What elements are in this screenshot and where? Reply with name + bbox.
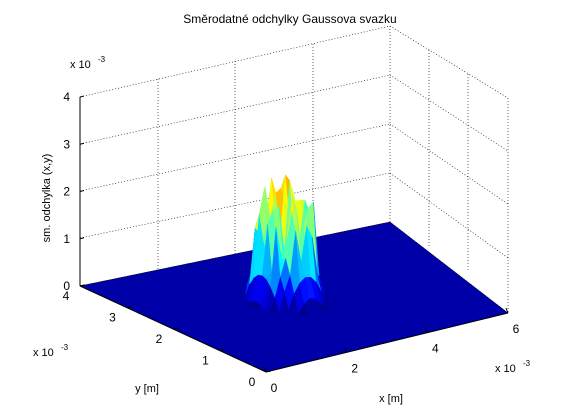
x-tick-label: 0 bbox=[271, 381, 278, 395]
x-ticks: 0 2 4 6 bbox=[263, 307, 520, 395]
y-tick-mark bbox=[126, 306, 132, 308]
x-tick-label: 2 bbox=[351, 361, 358, 375]
z-tick-label: 0 bbox=[63, 279, 70, 293]
surface-patch bbox=[321, 292, 333, 307]
y-tick-label: 2 bbox=[156, 332, 163, 346]
x-tick-label: 6 bbox=[513, 322, 520, 336]
x-tick-mark bbox=[344, 347, 348, 353]
y-multiplier-exponent: -3 bbox=[61, 343, 69, 352]
z-multiplier: x 10 bbox=[70, 59, 91, 71]
y-tick-label: 3 bbox=[109, 311, 116, 325]
chart-title: Směrodatné odchylky Gaussova svazku bbox=[183, 12, 396, 26]
x-tick-mark bbox=[263, 366, 267, 373]
z-tick-mark bbox=[79, 95, 85, 98]
y-ticks: 0 1 2 3 4 bbox=[63, 284, 272, 389]
z-axis-label: sm. odchylka (x,y) bbox=[41, 154, 53, 243]
z-tick-label: 2 bbox=[63, 185, 70, 199]
y-tick-mark bbox=[265, 370, 272, 373]
z-tick-mark bbox=[79, 142, 85, 145]
z-multiplier-exponent: -3 bbox=[98, 55, 106, 64]
surface-patch bbox=[323, 290, 334, 304]
y-tick-label: 4 bbox=[63, 289, 70, 303]
z-tick-mark bbox=[79, 190, 85, 192]
x-axis-label: x [m] bbox=[379, 393, 403, 405]
z-tick-mark bbox=[79, 237, 85, 240]
x-tick-mark bbox=[505, 307, 509, 314]
x-multiplier: x 10 bbox=[495, 363, 516, 375]
y-tick-mark bbox=[172, 327, 179, 330]
y-tick-label: 0 bbox=[249, 375, 256, 389]
y-tick-label: 1 bbox=[202, 354, 209, 368]
y-multiplier: x 10 bbox=[33, 347, 54, 359]
x-multiplier-exponent: -3 bbox=[523, 359, 531, 368]
y-axis-label: y [m] bbox=[135, 383, 159, 395]
z-ticks: 0 1 2 3 4 bbox=[63, 90, 85, 293]
y-tick-mark bbox=[79, 284, 86, 287]
surface-peaks bbox=[236, 174, 334, 316]
y-tick-mark bbox=[219, 349, 225, 351]
z-tick-label: 3 bbox=[63, 137, 70, 151]
x-tick-label: 4 bbox=[432, 342, 439, 356]
x-tick-mark bbox=[424, 327, 428, 333]
surface-patch bbox=[320, 303, 332, 311]
z-tick-label: 1 bbox=[63, 232, 70, 246]
z-tick-label: 4 bbox=[63, 90, 70, 104]
